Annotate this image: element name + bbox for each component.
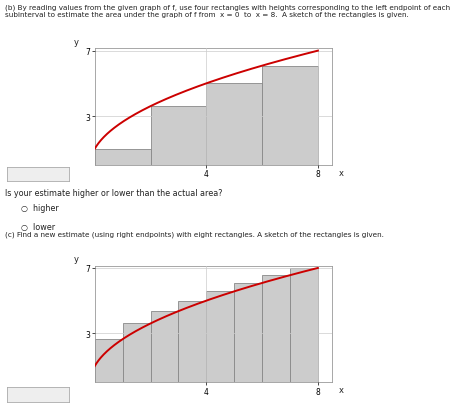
Bar xyxy=(206,292,234,382)
Bar xyxy=(151,107,206,166)
Bar xyxy=(123,324,151,382)
Bar xyxy=(234,283,262,382)
Text: ○  higher: ○ higher xyxy=(21,204,59,213)
Text: (b) By reading values from the given graph of f, use four rectangles with height: (b) By reading values from the given gra… xyxy=(5,4,450,18)
Bar xyxy=(95,339,123,382)
Text: x: x xyxy=(339,168,344,177)
Bar xyxy=(178,301,206,382)
Bar xyxy=(95,149,151,166)
Bar xyxy=(262,67,318,166)
Text: Is your estimate higher or lower than the actual area?: Is your estimate higher or lower than th… xyxy=(5,188,222,197)
Text: ○  lower: ○ lower xyxy=(21,222,55,231)
Bar xyxy=(206,84,262,166)
Text: (c) Find a new estimate (using right endpoints) with eight rectangles. A sketch : (c) Find a new estimate (using right end… xyxy=(5,231,383,238)
Text: y: y xyxy=(73,38,78,47)
Bar xyxy=(262,276,290,382)
Bar xyxy=(151,311,178,382)
Text: y: y xyxy=(73,254,78,263)
Bar xyxy=(290,268,318,382)
Text: x: x xyxy=(339,385,344,394)
